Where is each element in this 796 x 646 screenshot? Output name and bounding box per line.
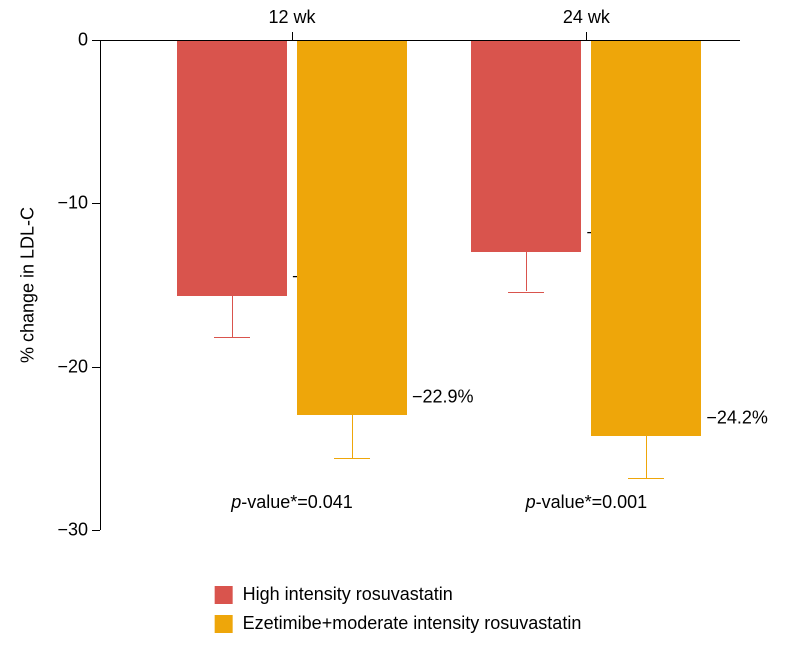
p-value-12wk: p-value*=0.041 — [231, 492, 353, 513]
y-tick-label: 0 — [78, 30, 88, 51]
bar-ezetimibe-12wk — [297, 41, 407, 415]
p-value-24wk: p-value*=0.001 — [526, 492, 648, 513]
plot-area: 0 −10 −20 −30 12 wk 24 wk −15.6% −22.9% … — [100, 40, 740, 530]
p-letter: p — [526, 492, 536, 512]
x-group-label: 24 wk — [563, 7, 610, 28]
ldlc-bar-chart: % change in LDL-C 0 −10 −20 −30 12 wk 24… — [0, 0, 796, 646]
x-tick — [586, 32, 587, 40]
y-tick — [92, 367, 100, 368]
bar-high-24wk — [471, 41, 581, 252]
bar-label: −22.9% — [412, 387, 474, 408]
p-value-text: -value*=0.041 — [241, 492, 353, 512]
p-letter: p — [231, 492, 241, 512]
y-tick-label: −30 — [57, 520, 88, 541]
y-tick-label: −20 — [57, 356, 88, 377]
y-tick-label: −10 — [57, 193, 88, 214]
legend-swatch — [215, 615, 233, 633]
x-group-label: 12 wk — [268, 7, 315, 28]
error-stem — [526, 251, 527, 292]
error-stem — [232, 295, 233, 338]
y-tick — [92, 203, 100, 204]
bar-ezetimibe-24wk — [591, 41, 701, 436]
y-tick — [92, 40, 100, 41]
error-stem — [646, 435, 647, 478]
legend-label: Ezetimibe+moderate intensity rosuvastati… — [243, 613, 582, 634]
legend-swatch — [215, 586, 233, 604]
y-axis-label: % change in LDL-C — [18, 207, 39, 363]
bar-high-12wk — [177, 41, 287, 296]
legend-label: High intensity rosuvastatin — [243, 584, 453, 605]
error-cap — [628, 478, 664, 479]
bar-label: −24.2% — [706, 408, 768, 429]
error-cap — [214, 337, 250, 338]
y-axis — [100, 40, 101, 530]
legend-item-high: High intensity rosuvastatin — [215, 584, 453, 605]
error-stem — [352, 414, 353, 458]
legend-item-ezetimibe: Ezetimibe+moderate intensity rosuvastati… — [215, 613, 582, 634]
error-cap — [508, 292, 544, 293]
legend: High intensity rosuvastatin Ezetimibe+mo… — [215, 584, 582, 634]
error-cap — [334, 458, 370, 459]
y-tick — [92, 530, 100, 531]
p-value-text: -value*=0.001 — [536, 492, 648, 512]
x-tick — [292, 32, 293, 40]
